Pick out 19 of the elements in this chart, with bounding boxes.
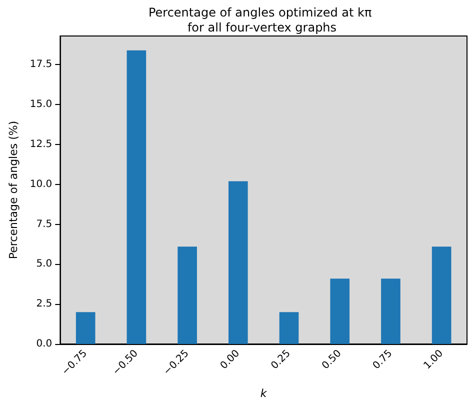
y-tick-label: 7.5 <box>36 218 52 230</box>
bar <box>178 246 197 344</box>
bar <box>330 278 350 344</box>
bar <box>228 181 248 344</box>
bar <box>126 50 146 344</box>
y-tick-label: 15.0 <box>30 99 52 110</box>
y-axis-title: Percentage of angles (%) <box>7 120 20 260</box>
y-tick-label: 17.5 <box>30 59 52 70</box>
y-tick-label: 2.5 <box>36 298 52 310</box>
y-tick-label: 10.0 <box>30 178 52 190</box>
bar <box>76 312 96 344</box>
bar <box>381 278 400 344</box>
bar <box>279 312 299 344</box>
y-tick-label: 0.0 <box>36 338 52 350</box>
bar <box>432 246 452 344</box>
y-tick-label: 12.5 <box>30 139 52 150</box>
chart-title: Percentage of angles optimized at kπ for all four-vertex graphs <box>148 6 376 34</box>
y-tick-label: 5.0 <box>36 258 52 270</box>
x-axis-title: k <box>260 387 268 400</box>
